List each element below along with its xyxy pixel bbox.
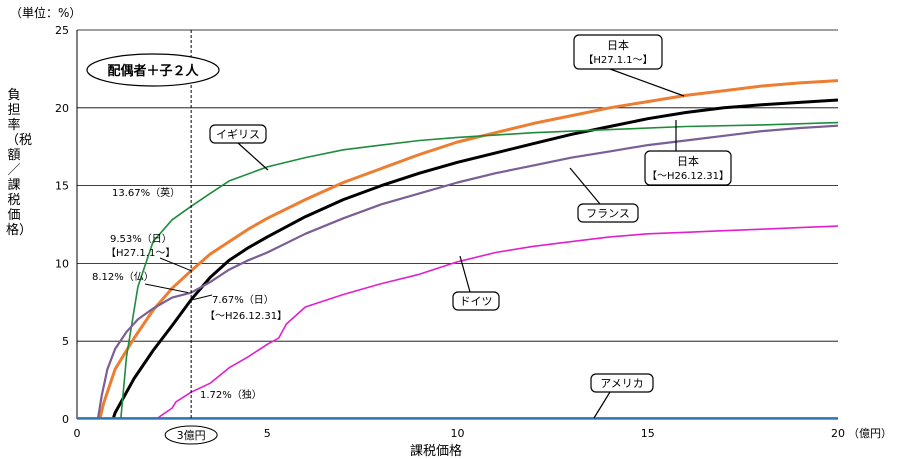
label-france-pointer xyxy=(569,167,601,205)
reference-line: 3億円 xyxy=(164,30,218,445)
y-tick-label-20: 20 xyxy=(55,102,69,115)
label-japan-old-sub: 【～H26.12.31】 xyxy=(647,170,729,182)
annotation-germany: 1.72%（独） xyxy=(200,388,262,401)
label-uk-title: イギリス xyxy=(216,128,260,141)
annotation-japan-new-period: 【H27.1.1～】 xyxy=(106,247,175,259)
label-uk-box xyxy=(209,124,267,144)
pointer-japan-old xyxy=(193,294,213,301)
label-japan-old-box xyxy=(644,150,732,186)
label-japan-new-title: 日本 xyxy=(607,38,629,52)
germany-line xyxy=(156,225,839,420)
label-germany-pointer xyxy=(459,255,471,293)
annotation-japan-new: 9.53%（日） xyxy=(110,233,172,245)
label-usa-pointer xyxy=(593,391,611,419)
x-unit-label: （億円） xyxy=(848,427,892,440)
y-tick-label-15: 15 xyxy=(55,180,69,193)
japan-old-line xyxy=(111,98,839,420)
scenario-ellipse xyxy=(86,53,220,87)
x-axis-label: 課税価格 xyxy=(410,444,463,459)
scenario-label: 配偶者＋子２人 xyxy=(107,63,199,79)
y-tick-label-5: 5 xyxy=(62,335,69,348)
annotation-uk: 13.67%（英） xyxy=(112,186,180,199)
x-tick-label-10: 10 xyxy=(451,427,465,440)
label-japan-new-sub: 【H27.1.1～】 xyxy=(583,54,652,66)
x-tick-label-15: 15 xyxy=(641,427,655,440)
pointer-japan-new xyxy=(159,257,192,272)
annotation-japan-old: 7.67%（日） xyxy=(212,294,274,306)
label-germany-title: ドイツ xyxy=(460,295,493,308)
label-japan-new-box xyxy=(573,34,663,70)
uk-line xyxy=(120,121,839,420)
y-tick-label-0: 0 xyxy=(62,413,69,426)
label-germany-box xyxy=(452,291,500,311)
reference-label: 3億円 xyxy=(177,429,206,442)
france-line xyxy=(96,124,839,420)
y-tick-label-10: 10 xyxy=(55,257,69,270)
annotation-france: 8.12%（仏） xyxy=(92,271,154,283)
x-tick-label-20: 20 xyxy=(831,427,845,440)
y-unit-label: （単位：%） xyxy=(10,6,82,20)
label-japan-old-title: 日本 xyxy=(677,154,699,168)
series-lines xyxy=(77,79,839,420)
label-usa-box xyxy=(590,373,654,393)
label-france-box xyxy=(577,203,639,223)
y-tick-label-25: 25 xyxy=(55,24,69,37)
series-labels: 配偶者＋子２人日本【H27.1.1～】日本【～H26.12.31】イギリスフラン… xyxy=(86,34,732,419)
x-tick-label-0: 0 xyxy=(74,427,81,440)
annotation-japan-old-period: 【～H26.12.31】 xyxy=(205,310,287,322)
label-japan-new-pointer xyxy=(609,68,685,97)
annotations: 13.67%（英） 9.53%（日） 【H27.1.1～】 8.12%（仏） 7.67%… xyxy=(92,186,287,401)
gridlines xyxy=(77,29,838,342)
label-uk-pointer xyxy=(237,142,269,171)
label-france-title: フランス xyxy=(586,207,630,220)
reference-label-ellipse xyxy=(164,425,218,445)
pointer-france xyxy=(144,283,189,294)
x-tick-label-5: 5 xyxy=(264,427,271,440)
label-usa-title: アメリカ xyxy=(600,377,643,390)
